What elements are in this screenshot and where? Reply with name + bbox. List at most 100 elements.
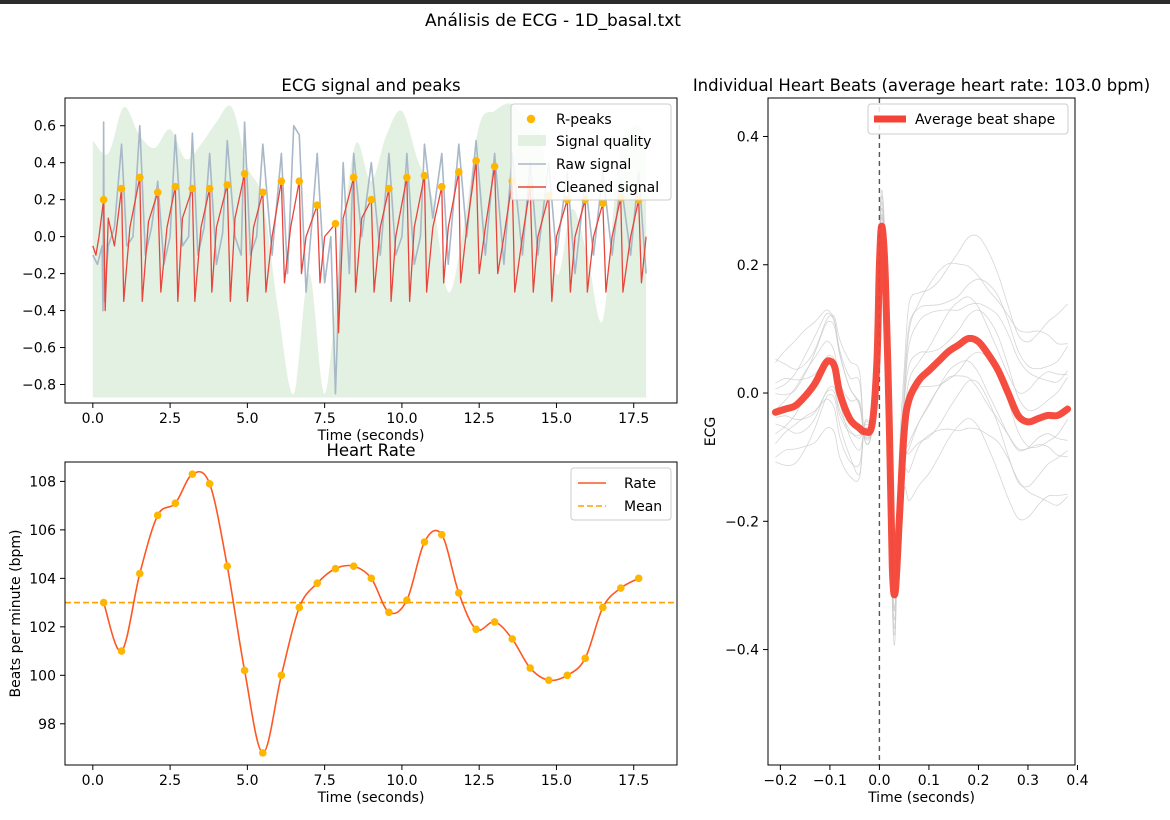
legend: Rate Mean (570, 467, 672, 521)
x-axis-label: Time (seconds) (317, 790, 425, 806)
signal-quality-area (92, 103, 647, 398)
legend-swatch-signal-quality (518, 135, 546, 146)
r-peak-point (117, 184, 126, 193)
y-tick-label: 102 (29, 620, 56, 636)
legend: R-peaks Signal quality Raw signal Cleaned s… (510, 103, 672, 201)
r-peak-point (277, 177, 286, 185)
x-axis-label: Time (seconds) (317, 428, 425, 444)
individual-beat-line (775, 195, 1068, 636)
r-peak-point (259, 188, 267, 197)
y-tick-label: 0.2 (34, 193, 56, 209)
rate-peak-point (367, 574, 376, 583)
x-tick-label: 17.5 (618, 411, 649, 427)
rate-peak-point (188, 470, 197, 478)
heart-rate-axes: Heart Rate 0.0 2.5 5.0 7.5 10.0 12.5 15.0 17.5 98… (8, 441, 678, 806)
x-tick-label: 17.5 (618, 773, 649, 789)
r-peak-point (171, 182, 180, 191)
x-axis-label: Time (seconds) (867, 790, 975, 806)
rate-peak-point (117, 647, 126, 655)
legend-label: Signal quality (556, 134, 651, 150)
r-peak-point (420, 171, 429, 180)
x-tick-label: 2.5 (159, 411, 181, 427)
figure-suptitle: Análisis de ECG - 1D_basal.txt (425, 11, 681, 31)
rate-peak-point (454, 589, 463, 597)
x-tick-label: 0.1 (918, 773, 940, 789)
axes-title: Heart Rate (326, 441, 415, 460)
r-peak-point (313, 201, 322, 210)
rate-peak-point (403, 596, 411, 604)
y-tick-label: 0.0 (737, 386, 759, 402)
rate-peak-point (437, 530, 446, 539)
rate-peak-point (563, 671, 572, 680)
rate-peak-point (616, 584, 625, 592)
rate-peak-point (136, 569, 144, 578)
rate-peak-point (171, 499, 180, 508)
legend-label: Rate (624, 476, 656, 492)
x-tick-label: 7.5 (314, 773, 336, 789)
y-tick-label: 0.0 (34, 230, 56, 246)
y-tick-label: −0.6 (22, 341, 56, 357)
r-peak-point (490, 162, 499, 171)
rate-peak-point (490, 618, 499, 626)
axes-title: Individual Heart Beats (average heart ra… (693, 76, 1150, 95)
individual-beat-line (775, 207, 1068, 620)
y-tick-label: 98 (38, 717, 56, 733)
average-beat-line (771, 222, 1072, 599)
r-peak-point (403, 173, 411, 182)
y-tick-label: −0.4 (725, 643, 759, 659)
r-peak-point (349, 173, 358, 182)
rate-peak-point (634, 574, 643, 583)
x-tick-label: 10.0 (386, 773, 417, 789)
x-tick-label: 10.0 (386, 411, 417, 427)
r-peak-point (99, 195, 108, 204)
individual-beat-line (775, 189, 1068, 646)
plot-area (771, 98, 1072, 765)
r-peak-point (240, 169, 249, 178)
y-tick-label: −0.2 (725, 514, 759, 530)
y-axis-label: Beats per minute (bpm) (8, 530, 24, 698)
legend-label: Raw signal (556, 157, 631, 173)
rate-peak-point (295, 603, 304, 612)
ecg-axes: ECG signal and peaks 0.0 2.5 5.0 7.5 10.0 12.5… (22, 76, 678, 444)
plot-area (65, 470, 677, 757)
y-tick-label: 0.4 (34, 156, 56, 172)
r-peak-point (367, 195, 376, 204)
rate-peak-point (331, 564, 340, 573)
rate-peak-point (599, 603, 607, 612)
individual-beat-line (775, 201, 1068, 629)
rate-line (102, 470, 640, 754)
rate-peak-point (223, 562, 232, 571)
axes-frame (64, 97, 678, 404)
y-tick-label: −0.4 (22, 304, 56, 320)
x-tick-label: 12.5 (464, 773, 495, 789)
x-tick-label: 5.0 (236, 411, 258, 427)
legend-frame (867, 103, 1069, 135)
x-tick-label: 15.0 (541, 773, 572, 789)
legend-label: Mean (624, 499, 662, 515)
rate-peak-point (420, 538, 429, 546)
individual-beat-line (775, 240, 1068, 575)
x-tick-label: −0.2 (763, 773, 797, 789)
rate-peak-point (581, 654, 589, 663)
individual-beat-line (775, 255, 1068, 575)
r-peak-point (385, 184, 393, 193)
x-tick-label: 7.5 (314, 411, 336, 427)
r-peak-point (472, 157, 480, 165)
legend-frame (510, 103, 672, 201)
x-tick-label: 0.0 (82, 411, 104, 427)
axes-frame (64, 461, 678, 766)
plot-area (92, 103, 647, 398)
legend: Average beat shape (867, 103, 1069, 135)
rate-peak-point (99, 598, 108, 607)
y-tick-label: 100 (29, 668, 56, 684)
legend-frame (570, 467, 672, 521)
r-peak-point (599, 199, 607, 208)
y-axis-label: ECG (703, 417, 719, 446)
rate-peak-point (349, 562, 358, 571)
r-peak-point (437, 182, 446, 191)
rate-peak-point (472, 625, 480, 634)
individual-beat-line (775, 213, 1068, 612)
r-peak-point (223, 181, 232, 189)
x-tick-label: 5.0 (236, 773, 258, 789)
